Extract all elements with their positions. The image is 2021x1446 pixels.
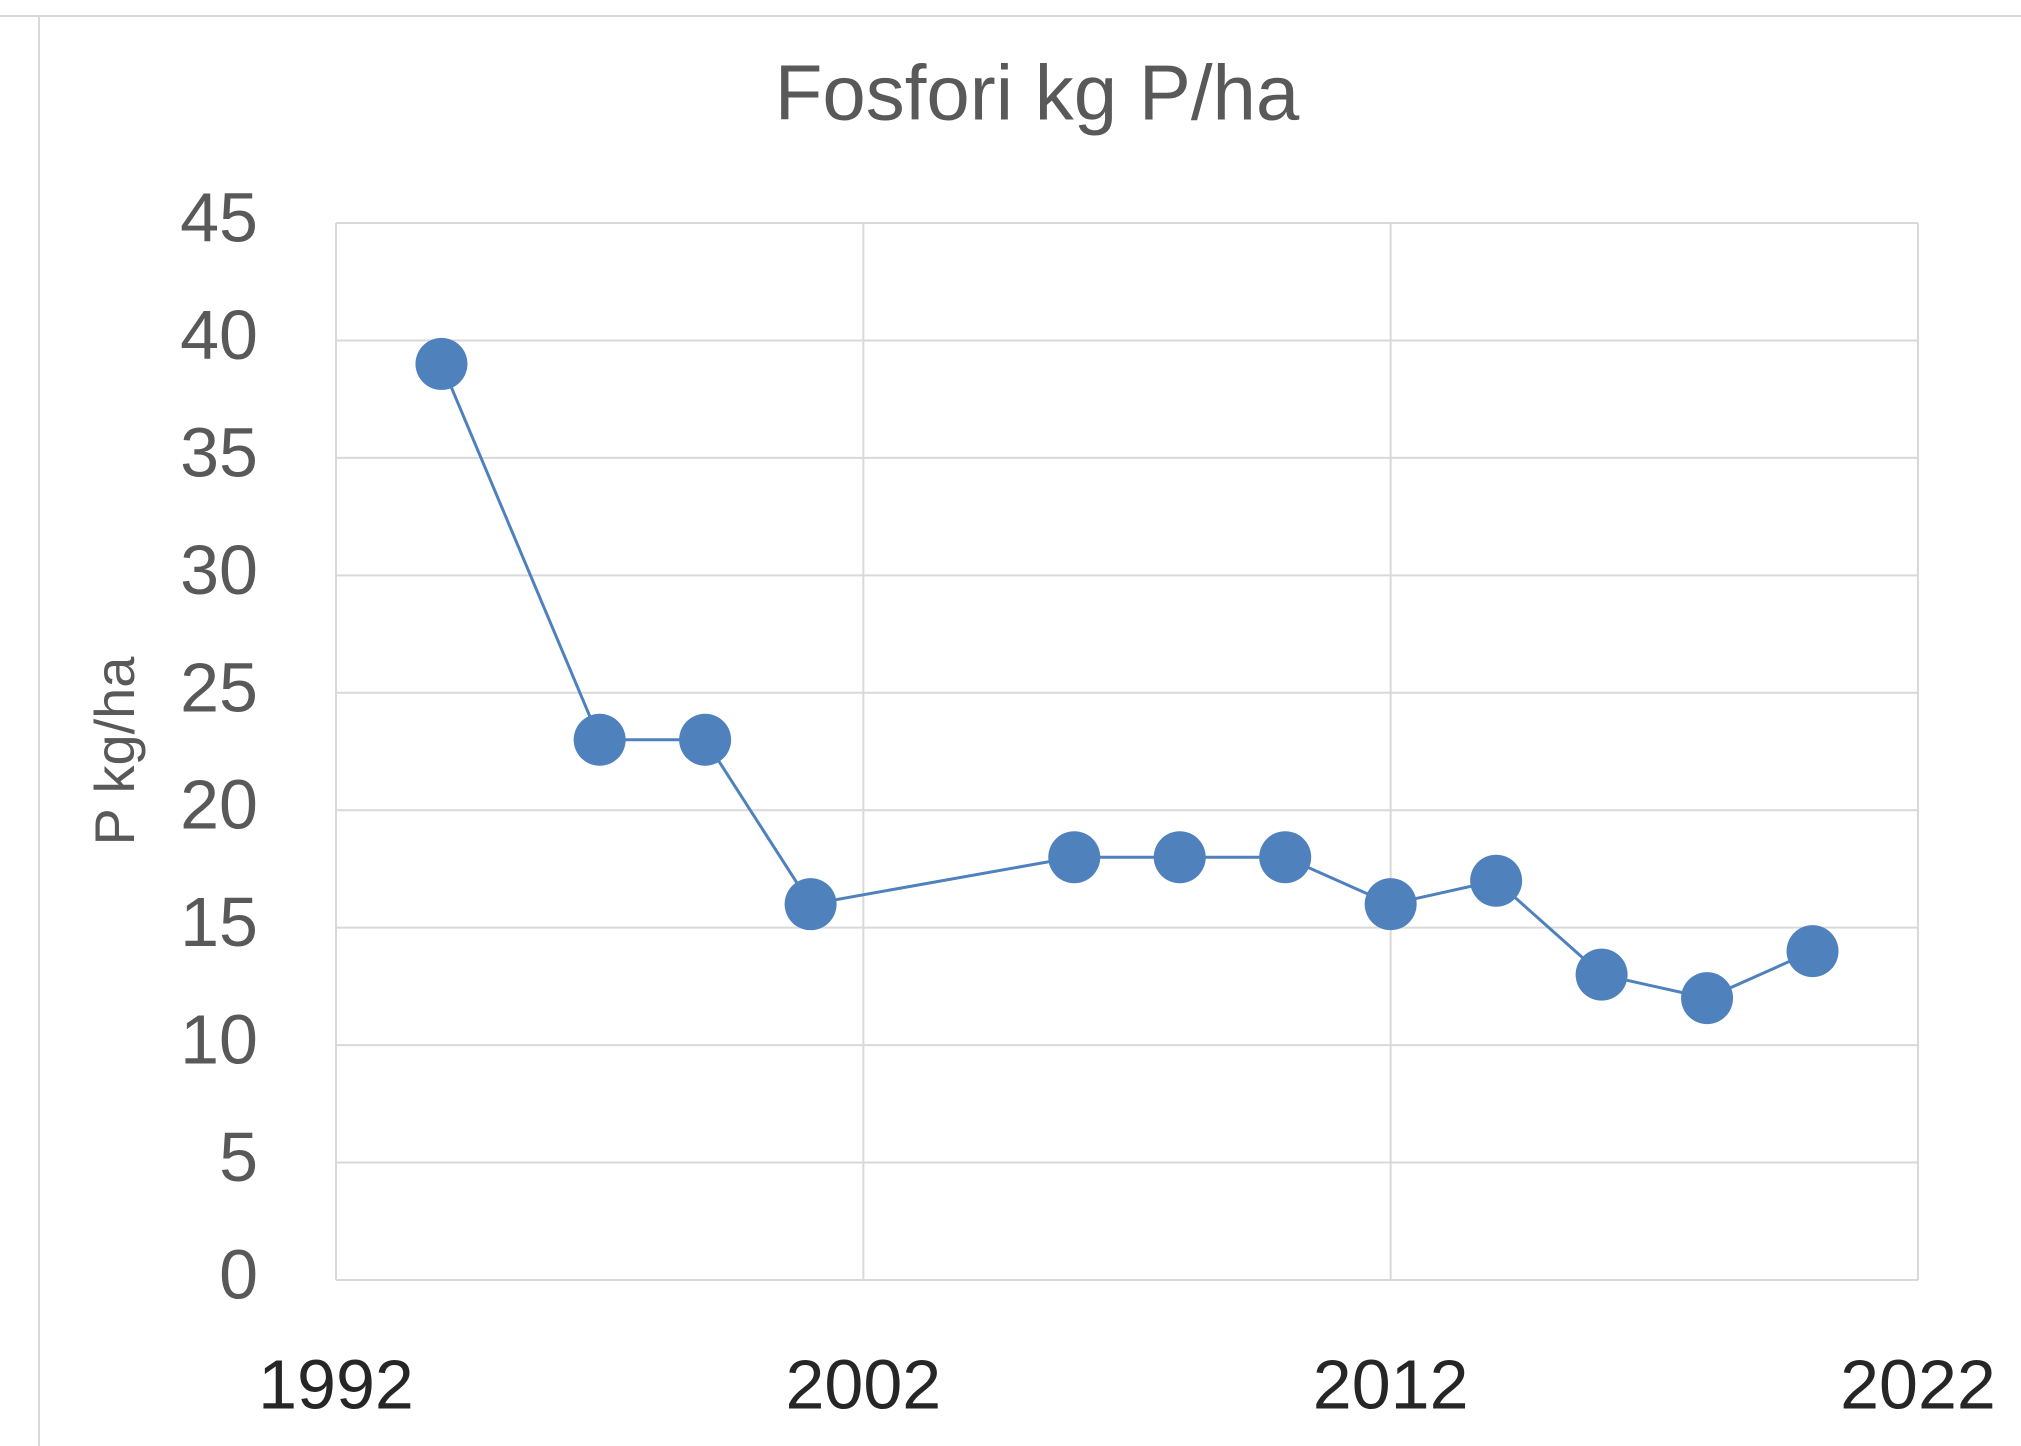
y-tick-label: 15 bbox=[180, 883, 258, 961]
x-tick-label: 2022 bbox=[1840, 1345, 1996, 1423]
y-tick-label: 20 bbox=[180, 766, 258, 844]
data-point bbox=[679, 713, 732, 766]
data-point bbox=[784, 878, 837, 931]
y-tick-label: 25 bbox=[180, 648, 258, 726]
y-tick-label: 5 bbox=[219, 1118, 258, 1196]
x-tick-label: 2002 bbox=[785, 1345, 941, 1423]
data-point bbox=[1470, 854, 1523, 907]
x-tick-label: 2012 bbox=[1313, 1345, 1469, 1423]
y-tick-label: 30 bbox=[180, 531, 258, 609]
chart-title: Fosfori kg P/ha bbox=[775, 49, 1300, 137]
series-line bbox=[440, 363, 1814, 1000]
data-point bbox=[1575, 948, 1628, 1001]
data-point bbox=[573, 713, 626, 766]
y-tick-label: 40 bbox=[180, 296, 258, 374]
x-tick-label: 1992 bbox=[258, 1345, 414, 1423]
y-tick-label: 35 bbox=[180, 413, 258, 491]
data-point bbox=[1681, 972, 1734, 1025]
data-point bbox=[415, 337, 468, 390]
y-axis-label: P kg/ha bbox=[83, 656, 146, 846]
y-tick-label: 10 bbox=[180, 1001, 258, 1079]
y-tick-label: 45 bbox=[180, 178, 258, 256]
data-point bbox=[1048, 831, 1101, 884]
data-point bbox=[1153, 831, 1206, 884]
data-point bbox=[1786, 925, 1839, 978]
y-tick-label: 0 bbox=[219, 1235, 258, 1313]
data-point bbox=[1259, 831, 1312, 884]
data-point bbox=[1364, 878, 1417, 931]
